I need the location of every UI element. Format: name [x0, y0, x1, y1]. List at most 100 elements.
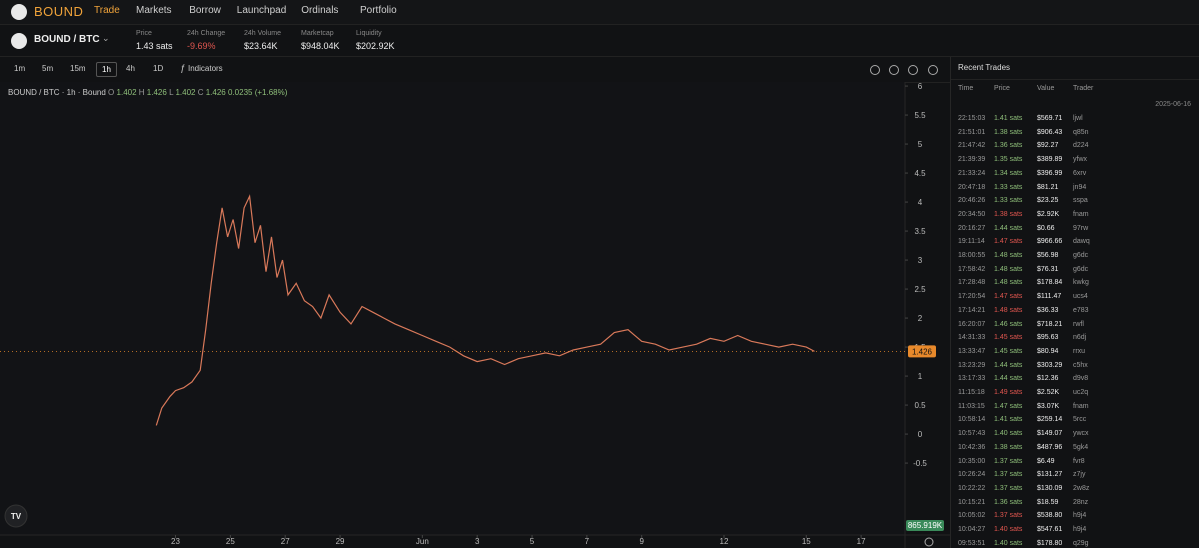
- interval-button[interactable]: 5m: [42, 64, 54, 73]
- y-tick-label: 2.5: [914, 285, 926, 294]
- reset-icon: [924, 537, 934, 547]
- nav-item[interactable]: Portfolio: [360, 5, 397, 16]
- trade-time: 11:03:15: [958, 402, 985, 410]
- logo[interactable]: [11, 4, 27, 20]
- trade-trader: g6dc: [1073, 252, 1089, 259]
- trade-price: 1.37 sats: [994, 484, 1023, 492]
- legend-value: 1.426: [147, 88, 168, 97]
- trade-price: 1.36 sats: [994, 498, 1023, 506]
- indicators-button[interactable]: Indicators: [188, 64, 223, 73]
- trade-price: 1.37 sats: [994, 512, 1023, 520]
- pair-name[interactable]: BOUND / BTC: [34, 34, 100, 45]
- trade-price: 1.33 sats: [994, 197, 1023, 205]
- stat-label: 24h Change: [187, 30, 226, 37]
- trade-value: $178.80: [1037, 539, 1063, 547]
- trade-time: 21:51:01: [958, 128, 986, 136]
- nav-item[interactable]: Launchpad: [236, 5, 287, 16]
- interval-button[interactable]: 1h: [96, 62, 117, 77]
- trade-trader: uc2q: [1073, 389, 1089, 396]
- trade-time: 20:16:27: [958, 224, 986, 232]
- trade-price: 1.45 sats: [994, 334, 1023, 342]
- trade-price: 1.48 sats: [994, 279, 1023, 287]
- trade-time: 16:20:07: [958, 320, 986, 328]
- x-tick-label: 9: [640, 537, 645, 546]
- trade-price: 1.44 sats: [994, 224, 1023, 232]
- brand[interactable]: BOUND: [34, 4, 84, 19]
- toolbar-icon[interactable]: [889, 65, 899, 75]
- trade-value: $80.94: [1037, 347, 1059, 355]
- trade-trader: ljwl: [1073, 115, 1083, 122]
- y-tick-label: 4: [918, 198, 923, 207]
- trade-price: 1.37 sats: [994, 457, 1023, 465]
- trade-trader: h9j4: [1073, 526, 1087, 533]
- trade-price: 1.40 sats: [994, 539, 1023, 547]
- nav-item[interactable]: Borrow: [189, 5, 221, 16]
- column-header: Trader: [1073, 85, 1094, 92]
- trade-time: 18:00:55: [958, 252, 986, 259]
- interval-button[interactable]: 1D: [153, 64, 164, 73]
- y-tick-label: 2: [918, 314, 923, 323]
- toolbar-icon[interactable]: [908, 65, 918, 75]
- trade-trader: 5gk4: [1073, 443, 1089, 451]
- legend-value: 1.402: [117, 88, 138, 97]
- last-price-box: [908, 345, 936, 358]
- trade-value: $718.21: [1037, 320, 1063, 328]
- trade-price: 1.36 sats: [994, 142, 1023, 150]
- trade-time: 10:42:36: [958, 443, 986, 451]
- nav-item[interactable]: Trade: [94, 5, 120, 16]
- stat-label: 24h Volume: [244, 30, 281, 37]
- toolbar-icon[interactable]: [870, 65, 880, 75]
- indicators-icon[interactable]: ƒ: [180, 63, 186, 73]
- trade-value: $81.21: [1037, 183, 1059, 191]
- interval-button[interactable]: 1m: [14, 64, 26, 73]
- interval-button[interactable]: 4h: [126, 64, 135, 73]
- trade-value: $487.96: [1037, 443, 1063, 451]
- trade-value: $149.07: [1037, 430, 1063, 438]
- trade-trader: z7jy: [1073, 471, 1086, 479]
- trade-value: $2.52K: [1037, 389, 1060, 396]
- trade-trader: ywcx: [1073, 430, 1089, 438]
- trade-value: $130.09: [1037, 484, 1063, 492]
- y-tick-label: -0.5: [913, 459, 927, 468]
- trade-trader: rwfl: [1073, 320, 1084, 328]
- trade-price: 1.40 sats: [994, 430, 1023, 438]
- x-tick-label: 5: [530, 537, 535, 546]
- x-tick-label: 7: [585, 537, 590, 546]
- trade-time: 10:22:22: [958, 484, 986, 492]
- nav-item[interactable]: Ordinals: [301, 5, 339, 16]
- trade-price: 1.41 sats: [994, 416, 1023, 424]
- trade-price: 1.34 sats: [994, 169, 1023, 177]
- trade-trader: rrxu: [1073, 347, 1086, 355]
- stat-label: Marketcap: [301, 30, 334, 37]
- x-tick-label: 29: [336, 537, 345, 546]
- trade-trader: 28nz: [1073, 498, 1089, 506]
- chart-legend: BOUND / BTC · 1h · Bound O 1.402 H 1.426…: [8, 88, 288, 97]
- y-tick-label: 4.5: [914, 169, 926, 178]
- nav-item[interactable]: Markets: [136, 5, 172, 16]
- trade-trader: fnam: [1073, 402, 1089, 410]
- trade-value: $0.66: [1037, 224, 1055, 232]
- pair-dropdown-icon[interactable]: ⌄: [102, 33, 110, 43]
- trade-trader: yfwx: [1073, 156, 1087, 164]
- trade-trader: h9j4: [1073, 512, 1087, 520]
- stat-value: $23.64K: [244, 41, 278, 51]
- toolbar-icon[interactable]: [928, 65, 938, 75]
- trade-time: 17:28:48: [958, 279, 986, 287]
- trade-price: 1.47 sats: [994, 238, 1023, 246]
- trade-value: $95.63: [1037, 334, 1059, 342]
- trade-time: 09:53:51: [958, 539, 986, 547]
- interval-button[interactable]: 15m: [70, 64, 86, 73]
- x-tick-label: 12: [720, 537, 729, 546]
- trade-value: $303.29: [1037, 361, 1063, 369]
- trade-time: 11:15:18: [958, 389, 985, 396]
- trade-trader: ucs4: [1073, 293, 1088, 301]
- trade-trader: dawq: [1073, 238, 1090, 246]
- y-tick-label: 6: [918, 82, 923, 91]
- trade-trader: n6dj: [1073, 334, 1087, 342]
- trade-time: 14:31:33: [958, 334, 986, 342]
- trade-value: $966.66: [1037, 238, 1063, 246]
- plot-background: [0, 82, 905, 535]
- trade-value: $2.92K: [1037, 210, 1060, 218]
- trade-time: 21:33:24: [958, 169, 986, 177]
- trade-value: $111.47: [1037, 293, 1062, 301]
